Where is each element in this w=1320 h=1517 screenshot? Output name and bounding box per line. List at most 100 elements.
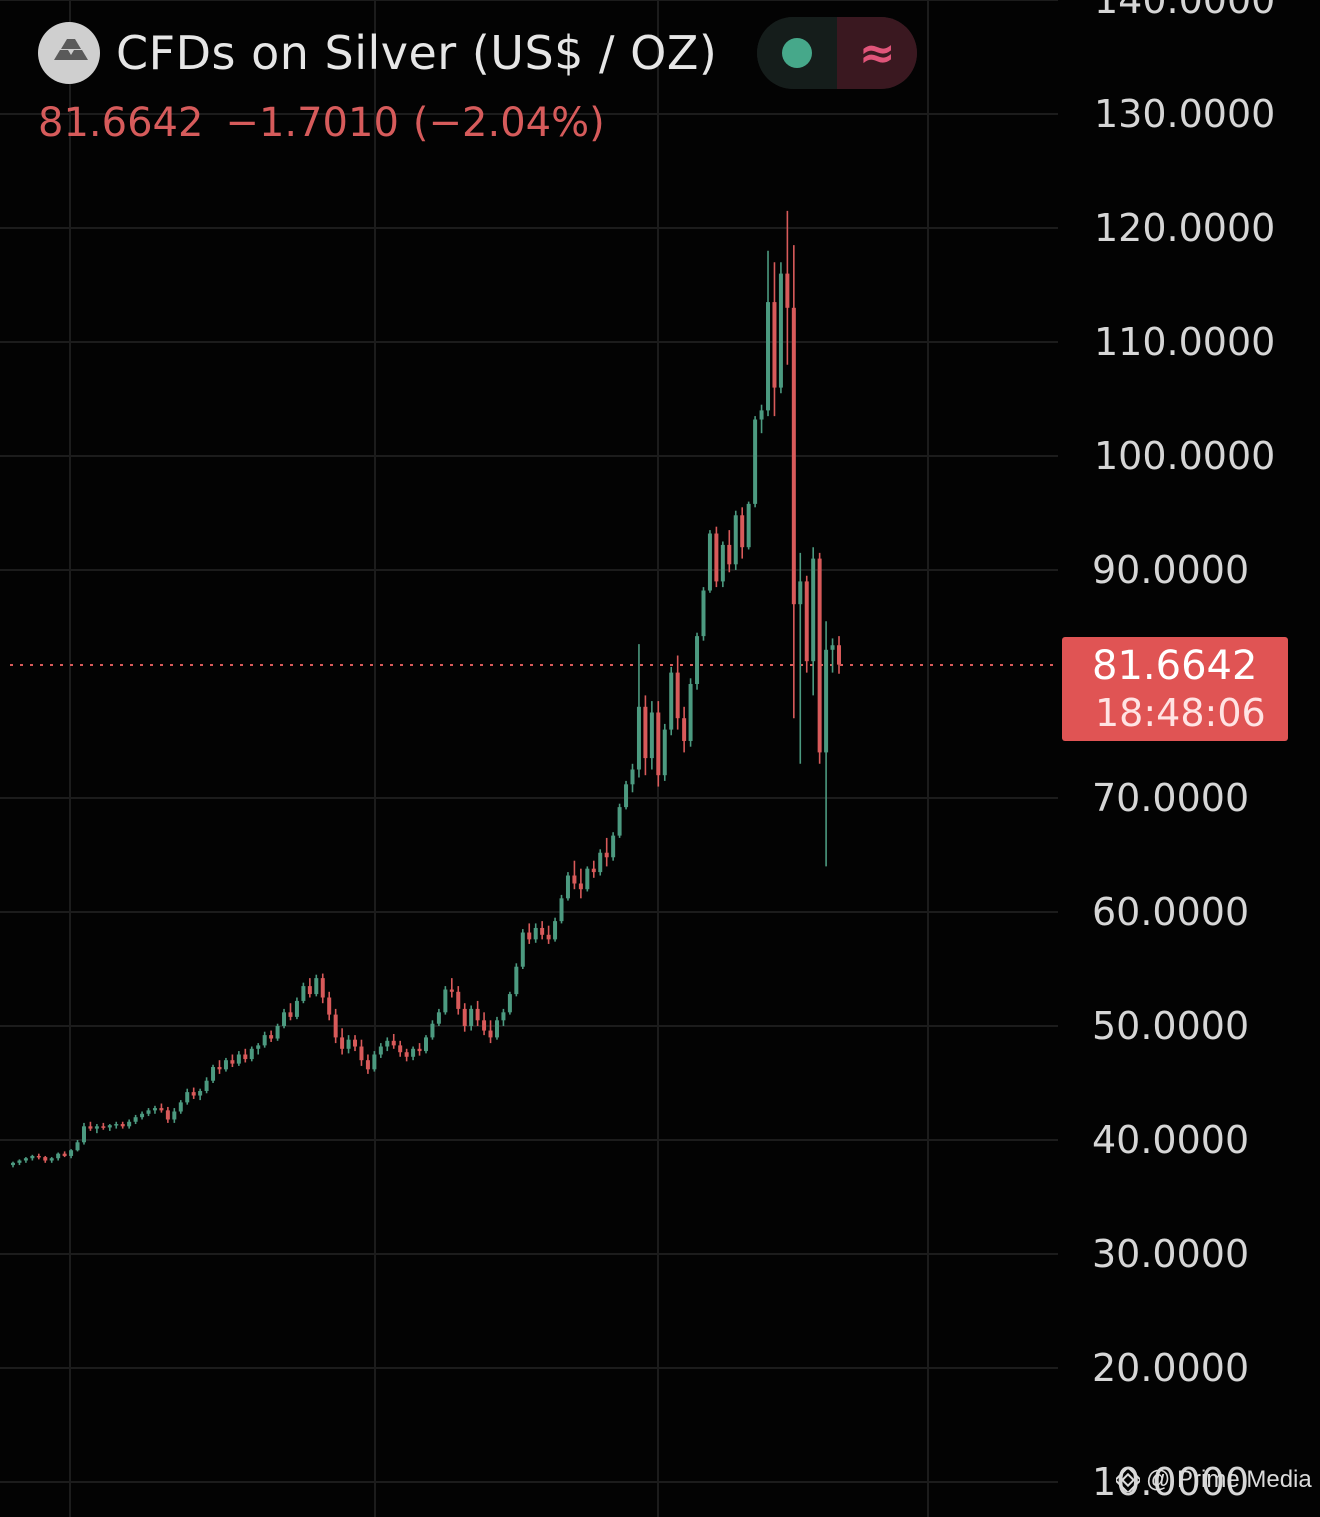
candle <box>56 1152 61 1161</box>
candle-body <box>256 1045 261 1049</box>
candle-body <box>701 590 706 637</box>
candle-body <box>243 1054 248 1060</box>
candle-body <box>817 558 822 753</box>
candle <box>733 510 738 570</box>
candle-body <box>81 1126 86 1143</box>
candle-body <box>585 868 590 890</box>
candle <box>133 1114 138 1125</box>
candle <box>611 832 616 861</box>
candle-body <box>727 544 732 565</box>
candle <box>191 1087 196 1099</box>
candle <box>365 1054 370 1074</box>
candle <box>630 763 635 793</box>
candle <box>456 986 461 1015</box>
candle <box>785 210 790 365</box>
live-toggle-button[interactable] <box>757 17 838 89</box>
candle-body <box>785 273 790 308</box>
candle <box>746 501 751 550</box>
candle-body <box>669 672 674 730</box>
y-tick-label: 110.0000 <box>1094 320 1275 364</box>
candle <box>578 868 583 899</box>
silver-bars-icon <box>38 22 100 84</box>
candle-body <box>411 1048 416 1057</box>
candle-body <box>740 515 745 548</box>
candle-body <box>707 533 712 591</box>
candle <box>314 974 319 997</box>
candle-body <box>533 927 538 940</box>
candle <box>236 1051 241 1066</box>
candle <box>94 1124 99 1134</box>
candle-body <box>346 1039 351 1049</box>
candle <box>430 1020 435 1040</box>
candle-body <box>165 1110 170 1120</box>
candle <box>333 1008 338 1044</box>
candle <box>675 655 680 730</box>
candle-body <box>49 1158 54 1161</box>
y-tick-label: 130.0000 <box>1094 92 1275 136</box>
candle-body <box>107 1125 112 1128</box>
candle <box>520 929 525 969</box>
candle <box>727 530 732 573</box>
candle-body <box>824 649 829 753</box>
candle <box>636 644 641 778</box>
candle <box>766 250 771 417</box>
candle-body <box>230 1060 235 1064</box>
candle <box>340 1028 345 1055</box>
candle <box>740 507 745 559</box>
candle <box>10 1161 16 1168</box>
candle-body <box>301 986 306 1001</box>
candle-body <box>559 898 564 922</box>
candle <box>230 1054 235 1068</box>
candle-body <box>753 419 758 504</box>
y-axis[interactable]: 140.0000 130.0000 120.0000 110.0000 100.0000… <box>1092 0 1275 1504</box>
candle <box>804 575 809 673</box>
candle <box>533 923 538 943</box>
watermark-text: @ Prime Media <box>1146 1466 1312 1493</box>
candle <box>140 1111 145 1120</box>
candle <box>275 1023 280 1041</box>
price-change: −1.7010 <box>225 100 399 146</box>
candle-body <box>662 729 667 776</box>
candle <box>120 1121 125 1129</box>
candle-body <box>720 544 725 582</box>
candle <box>759 404 764 434</box>
wave-toggle-button[interactable]: ≈ <box>837 17 918 89</box>
candle-body <box>682 718 687 741</box>
candle-body <box>269 1035 274 1039</box>
y-tick-label: 50.0000 <box>1092 1004 1249 1048</box>
candle <box>256 1043 261 1055</box>
candle-body <box>178 1102 183 1112</box>
candle-body <box>733 515 738 565</box>
candle <box>223 1057 228 1072</box>
candle-body <box>282 1012 287 1026</box>
candle <box>269 1030 274 1042</box>
candle <box>282 1008 287 1029</box>
candle <box>81 1122 86 1145</box>
candle-body <box>391 1040 396 1046</box>
candle <box>359 1039 364 1066</box>
candle-body <box>494 1020 499 1038</box>
candle <box>423 1035 429 1054</box>
candle-body <box>69 1150 74 1156</box>
candle-body <box>417 1048 422 1052</box>
candle <box>714 526 719 588</box>
candle <box>753 416 758 508</box>
candle-body <box>643 706 648 759</box>
candle-body <box>656 712 661 776</box>
candle-body <box>630 769 635 785</box>
candle <box>830 638 835 673</box>
candle-body <box>572 875 577 884</box>
candle <box>662 723 667 781</box>
candle <box>378 1043 383 1058</box>
chart-mode-toggle[interactable]: ≈ <box>757 17 918 89</box>
candle <box>720 541 725 588</box>
candle <box>178 1100 183 1114</box>
y-tick-label: 30.0000 <box>1092 1232 1249 1276</box>
candle <box>62 1151 67 1158</box>
candle-body <box>436 1012 441 1024</box>
candle-body <box>514 966 519 995</box>
candle-body <box>140 1113 145 1118</box>
candle-body <box>236 1054 241 1064</box>
candle-body <box>449 989 454 992</box>
